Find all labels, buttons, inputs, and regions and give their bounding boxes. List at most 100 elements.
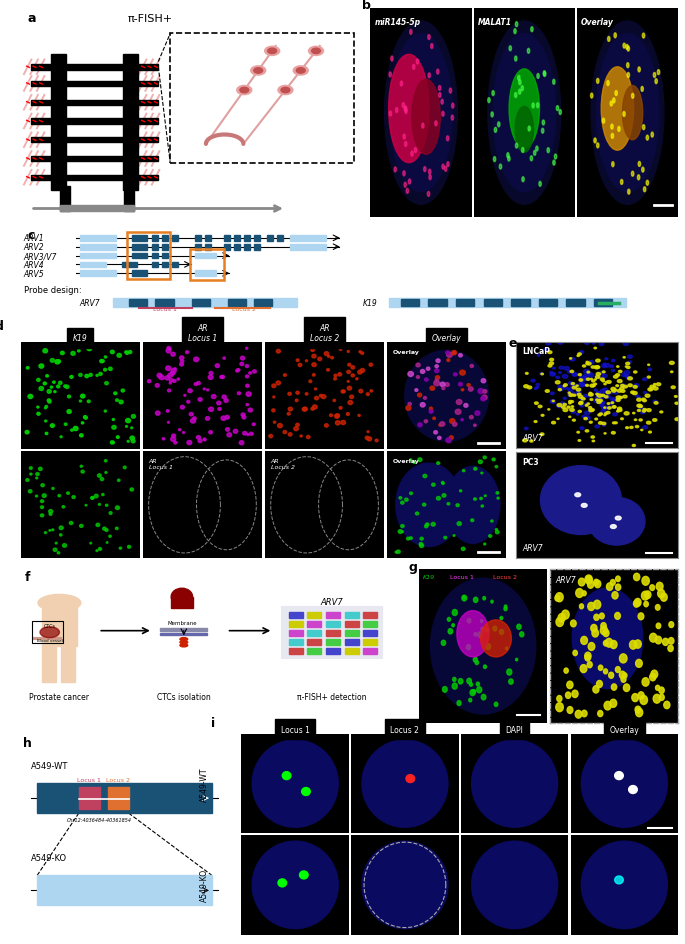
Circle shape	[596, 366, 599, 369]
Circle shape	[653, 74, 656, 78]
Circle shape	[563, 404, 566, 406]
Circle shape	[617, 380, 622, 383]
Circle shape	[508, 157, 510, 162]
Circle shape	[570, 371, 573, 373]
Circle shape	[356, 379, 358, 380]
Circle shape	[173, 380, 176, 383]
Circle shape	[579, 379, 583, 381]
Circle shape	[132, 415, 136, 419]
Circle shape	[334, 379, 336, 380]
Circle shape	[46, 376, 49, 378]
Circle shape	[171, 353, 175, 357]
Circle shape	[488, 98, 490, 104]
Circle shape	[601, 407, 607, 411]
Circle shape	[578, 440, 581, 442]
Circle shape	[642, 398, 645, 401]
Circle shape	[592, 385, 595, 387]
Circle shape	[499, 630, 503, 635]
Circle shape	[85, 375, 88, 379]
Circle shape	[437, 463, 440, 464]
Circle shape	[246, 348, 248, 350]
Bar	[225, 236, 230, 242]
Circle shape	[314, 396, 319, 400]
Circle shape	[547, 148, 549, 154]
Circle shape	[441, 100, 443, 105]
Text: K19: K19	[423, 574, 435, 579]
Circle shape	[634, 419, 636, 421]
Circle shape	[578, 579, 585, 586]
Circle shape	[639, 408, 643, 411]
Circle shape	[50, 387, 53, 389]
Circle shape	[579, 383, 585, 387]
Circle shape	[627, 190, 630, 195]
Circle shape	[179, 430, 181, 431]
Circle shape	[436, 497, 440, 500]
Circle shape	[567, 371, 571, 374]
Bar	[195, 271, 216, 277]
Circle shape	[621, 385, 627, 388]
Circle shape	[49, 510, 53, 514]
Circle shape	[553, 161, 555, 166]
Circle shape	[627, 74, 630, 78]
Circle shape	[571, 406, 573, 408]
Circle shape	[598, 666, 603, 670]
Circle shape	[656, 605, 660, 611]
Circle shape	[616, 385, 619, 387]
Circle shape	[482, 695, 486, 700]
Circle shape	[610, 580, 615, 586]
Circle shape	[556, 593, 563, 602]
Circle shape	[534, 151, 536, 156]
Circle shape	[65, 386, 69, 389]
Circle shape	[585, 576, 593, 584]
Circle shape	[157, 374, 162, 379]
Circle shape	[288, 433, 292, 437]
Circle shape	[155, 384, 159, 388]
Circle shape	[442, 483, 445, 485]
Circle shape	[577, 356, 580, 357]
Circle shape	[563, 386, 566, 387]
Circle shape	[597, 143, 599, 149]
Circle shape	[586, 362, 588, 363]
Circle shape	[635, 706, 640, 714]
Circle shape	[54, 391, 56, 394]
Circle shape	[423, 504, 426, 507]
Circle shape	[583, 395, 588, 397]
Circle shape	[611, 402, 614, 404]
Circle shape	[607, 381, 611, 384]
Text: ARV3/V7: ARV3/V7	[24, 252, 58, 261]
Circle shape	[576, 414, 579, 415]
Circle shape	[405, 108, 407, 112]
Circle shape	[55, 543, 57, 545]
Circle shape	[481, 505, 484, 508]
Circle shape	[181, 361, 184, 363]
Circle shape	[606, 392, 610, 395]
Ellipse shape	[515, 108, 534, 153]
Text: Locus 1: Locus 1	[153, 307, 177, 312]
Circle shape	[184, 395, 186, 396]
Circle shape	[608, 408, 611, 410]
Circle shape	[375, 440, 378, 443]
Circle shape	[524, 385, 528, 388]
Circle shape	[227, 433, 232, 437]
Circle shape	[112, 442, 114, 444]
Circle shape	[601, 623, 606, 630]
Circle shape	[461, 548, 465, 551]
Circle shape	[425, 525, 428, 529]
Circle shape	[671, 372, 673, 373]
Circle shape	[483, 390, 487, 394]
Circle shape	[221, 376, 225, 379]
Circle shape	[570, 392, 574, 395]
Circle shape	[518, 76, 520, 81]
Circle shape	[605, 413, 608, 415]
Circle shape	[577, 353, 582, 356]
Bar	[267, 236, 273, 242]
Circle shape	[427, 36, 430, 41]
Bar	[289, 613, 303, 618]
Circle shape	[402, 104, 405, 109]
Circle shape	[442, 165, 445, 170]
Circle shape	[48, 401, 51, 404]
Circle shape	[610, 700, 616, 708]
Circle shape	[602, 423, 606, 426]
Circle shape	[516, 625, 521, 630]
Text: ARV7: ARV7	[555, 576, 575, 584]
